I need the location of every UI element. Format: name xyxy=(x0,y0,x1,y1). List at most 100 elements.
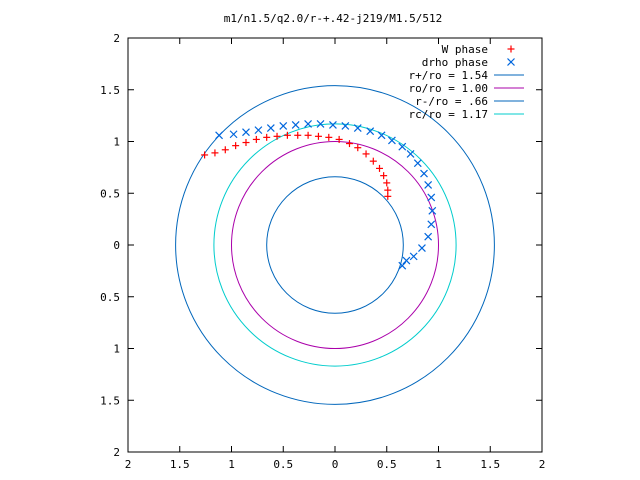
cross-marker xyxy=(427,220,436,229)
plus-marker xyxy=(283,131,291,139)
x-tick-label: 0.5 xyxy=(273,458,293,471)
y-tick-label: 2 xyxy=(113,32,120,45)
marker-stroke xyxy=(304,119,313,128)
plus-marker xyxy=(380,172,388,180)
marker-stroke xyxy=(242,128,250,137)
y-tick-label: 1.5 xyxy=(100,394,120,407)
plus-marker xyxy=(325,133,333,141)
cross-marker xyxy=(388,136,396,145)
marker-stroke xyxy=(215,131,224,140)
circle-series xyxy=(231,141,439,349)
x-tick-label: 1.5 xyxy=(480,458,500,471)
plus-marker xyxy=(304,131,312,139)
cross-marker xyxy=(406,149,415,158)
legend-marker-sample xyxy=(507,58,515,66)
marker-stroke xyxy=(377,131,386,140)
marker-stroke xyxy=(316,119,325,128)
marker-stroke xyxy=(424,181,433,189)
y-tick-label: 1 xyxy=(113,343,120,356)
plus-marker xyxy=(369,157,377,165)
cross-marker xyxy=(377,131,386,140)
plus-marker xyxy=(232,142,240,150)
marker-stroke xyxy=(279,122,288,130)
legend-marker-sample xyxy=(507,45,515,53)
marker-stroke xyxy=(398,142,407,151)
y-tick-label: 0 xyxy=(113,239,120,252)
plus-marker xyxy=(211,149,219,157)
cross-marker xyxy=(291,121,300,129)
cross-marker xyxy=(418,244,426,253)
cross-marker xyxy=(398,261,407,270)
x-tick-label: 0 xyxy=(332,458,339,471)
cross-marker xyxy=(424,181,433,189)
legend-label: drho phase xyxy=(422,56,488,69)
plus-marker xyxy=(221,146,229,154)
y-tick-label: 0.5 xyxy=(100,187,120,200)
cross-marker xyxy=(402,256,411,265)
legend-label: rc/ro = 1.17 xyxy=(409,108,488,121)
legend-label: ro/ro = 1.00 xyxy=(409,82,488,95)
marker-stroke xyxy=(398,261,407,270)
cross-marker xyxy=(428,206,437,215)
marker-stroke xyxy=(507,58,515,66)
marker-stroke xyxy=(420,169,428,178)
plus-marker xyxy=(201,151,209,159)
marker-stroke xyxy=(424,232,433,241)
marker-stroke xyxy=(291,121,300,129)
plus-marker xyxy=(314,132,322,140)
x-tick-label: 2 xyxy=(539,458,546,471)
marker-stroke xyxy=(329,121,337,129)
plus-marker xyxy=(263,133,271,141)
cross-marker xyxy=(409,252,418,261)
marker-stroke xyxy=(254,126,263,135)
legend-label: r-/ro = .66 xyxy=(415,95,488,108)
plus-marker xyxy=(383,179,391,187)
marker-stroke xyxy=(353,124,362,132)
marker-stroke xyxy=(341,122,350,130)
x-tick-label: 1 xyxy=(228,458,235,471)
plus-marker xyxy=(376,164,384,172)
x-tick-label: 0.5 xyxy=(377,458,397,471)
plus-marker xyxy=(384,186,392,194)
marker-stroke xyxy=(406,149,415,158)
y-tick-label: 0.5 xyxy=(100,291,120,304)
cross-marker xyxy=(413,159,422,168)
cross-marker xyxy=(254,126,263,135)
cross-marker xyxy=(242,128,250,137)
cross-marker xyxy=(266,124,275,132)
legend-label: W phase xyxy=(442,43,488,56)
marker-stroke xyxy=(427,220,436,229)
cross-marker xyxy=(420,169,428,178)
x-tick-label: 2 xyxy=(125,458,132,471)
reference-circles xyxy=(175,85,495,405)
marker-stroke xyxy=(229,130,238,139)
marker-stroke xyxy=(266,124,275,132)
cross-marker xyxy=(329,121,337,129)
marker-stroke xyxy=(409,252,418,261)
cross-marker xyxy=(316,119,325,128)
cross-marker xyxy=(353,124,362,132)
cross-marker xyxy=(279,122,288,130)
cross-marker xyxy=(366,127,375,136)
marker-stroke xyxy=(418,244,426,253)
plus-marker xyxy=(345,140,353,148)
cross-marker xyxy=(427,193,436,202)
axis-ticks: 2 1.5 1 0.5 0 0.5 1 1.5 221.510.500.511.52 xyxy=(100,32,545,471)
plus-marker xyxy=(242,139,250,147)
plus-marker xyxy=(384,192,392,200)
plus-marker xyxy=(335,135,343,143)
circle-series xyxy=(213,123,457,367)
plus-marker xyxy=(273,132,281,140)
marker-stroke xyxy=(388,136,396,145)
marker-stroke xyxy=(413,159,422,168)
y-tick-label: 1.5 xyxy=(100,84,120,97)
marker-stroke xyxy=(402,256,411,265)
cross-marker xyxy=(398,142,407,151)
plus-marker xyxy=(294,131,302,139)
marker-stroke xyxy=(427,193,436,202)
marker-stroke xyxy=(366,127,375,136)
cross-marker xyxy=(341,122,350,130)
x-tick-label: 1.5 xyxy=(170,458,190,471)
